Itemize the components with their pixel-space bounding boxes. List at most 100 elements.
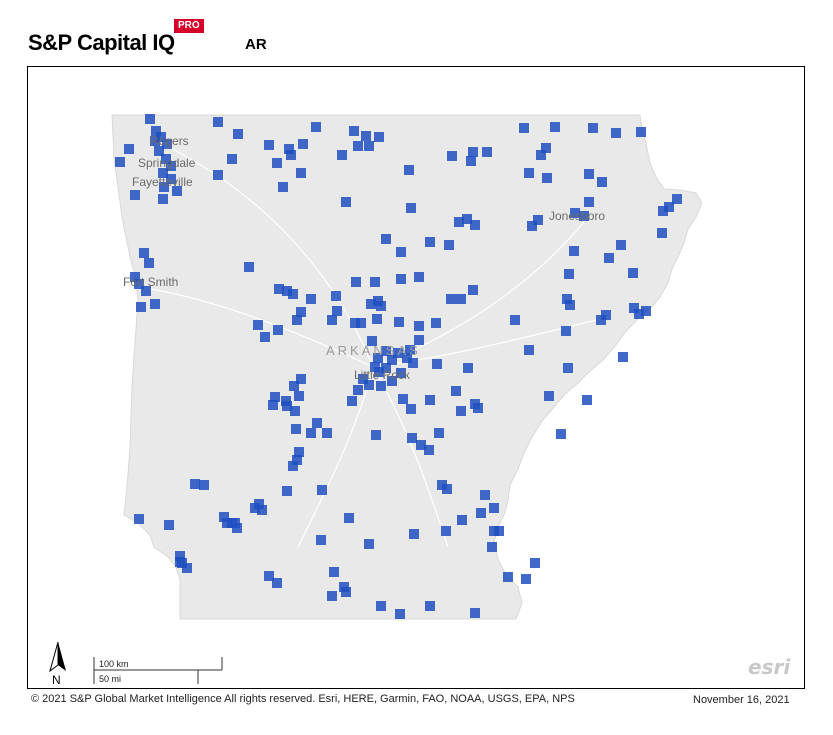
location-marker[interactable]: [432, 359, 442, 369]
location-marker[interactable]: [341, 197, 351, 207]
location-marker[interactable]: [618, 352, 628, 362]
location-marker[interactable]: [387, 355, 397, 365]
location-marker[interactable]: [317, 485, 327, 495]
location-marker[interactable]: [272, 578, 282, 588]
location-marker[interactable]: [409, 529, 419, 539]
location-marker[interactable]: [282, 286, 292, 296]
location-marker[interactable]: [260, 332, 270, 342]
location-marker[interactable]: [408, 358, 418, 368]
location-marker[interactable]: [306, 294, 316, 304]
location-marker[interactable]: [476, 508, 486, 518]
location-marker[interactable]: [161, 154, 171, 164]
location-marker[interactable]: [536, 150, 546, 160]
location-marker[interactable]: [414, 272, 424, 282]
location-marker[interactable]: [141, 286, 151, 296]
location-marker[interactable]: [182, 563, 192, 573]
location-marker[interactable]: [563, 363, 573, 373]
location-marker[interactable]: [584, 169, 594, 179]
location-marker[interactable]: [556, 429, 566, 439]
location-marker[interactable]: [115, 157, 125, 167]
location-marker[interactable]: [387, 376, 397, 386]
location-marker[interactable]: [281, 396, 291, 406]
map-canvas[interactable]: Rogers Springdale Fayetteville Fort Smit…: [28, 67, 805, 689]
location-marker[interactable]: [282, 486, 292, 496]
location-marker[interactable]: [353, 141, 363, 151]
location-marker[interactable]: [213, 170, 223, 180]
location-marker[interactable]: [456, 294, 466, 304]
location-marker[interactable]: [588, 123, 598, 133]
location-marker[interactable]: [636, 127, 646, 137]
location-marker[interactable]: [414, 321, 424, 331]
location-marker[interactable]: [468, 147, 478, 157]
location-marker[interactable]: [634, 309, 644, 319]
location-marker[interactable]: [601, 310, 611, 320]
location-marker[interactable]: [371, 430, 381, 440]
location-marker[interactable]: [463, 363, 473, 373]
location-marker[interactable]: [332, 306, 342, 316]
location-marker[interactable]: [570, 208, 580, 218]
location-marker[interactable]: [268, 400, 278, 410]
location-marker[interactable]: [611, 128, 621, 138]
location-marker[interactable]: [199, 480, 209, 490]
location-marker[interactable]: [294, 391, 304, 401]
location-marker[interactable]: [358, 374, 368, 384]
location-marker[interactable]: [641, 306, 651, 316]
location-marker[interactable]: [372, 314, 382, 324]
location-marker[interactable]: [264, 571, 274, 581]
location-marker[interactable]: [664, 202, 674, 212]
location-marker[interactable]: [480, 490, 490, 500]
location-marker[interactable]: [550, 122, 560, 132]
location-marker[interactable]: [381, 234, 391, 244]
location-marker[interactable]: [159, 182, 169, 192]
location-marker[interactable]: [616, 240, 626, 250]
location-marker[interactable]: [270, 392, 280, 402]
location-marker[interactable]: [404, 165, 414, 175]
location-marker[interactable]: [130, 190, 140, 200]
location-marker[interactable]: [447, 151, 457, 161]
location-marker[interactable]: [597, 177, 607, 187]
location-marker[interactable]: [166, 174, 176, 184]
location-marker[interactable]: [407, 433, 417, 443]
location-marker[interactable]: [395, 609, 405, 619]
location-marker[interactable]: [151, 126, 161, 136]
location-marker[interactable]: [327, 591, 337, 601]
location-marker[interactable]: [253, 320, 263, 330]
location-marker[interactable]: [519, 123, 529, 133]
location-marker[interactable]: [381, 363, 391, 373]
location-marker[interactable]: [273, 325, 283, 335]
location-marker[interactable]: [158, 194, 168, 204]
location-marker[interactable]: [446, 294, 456, 304]
location-marker[interactable]: [393, 348, 403, 358]
location-marker[interactable]: [124, 144, 134, 154]
location-marker[interactable]: [367, 336, 377, 346]
location-marker[interactable]: [351, 277, 361, 287]
location-marker[interactable]: [322, 428, 332, 438]
location-marker[interactable]: [544, 391, 554, 401]
location-marker[interactable]: [139, 248, 149, 258]
location-marker[interactable]: [470, 220, 480, 230]
location-marker[interactable]: [166, 161, 176, 171]
location-marker[interactable]: [394, 317, 404, 327]
location-marker[interactable]: [154, 146, 164, 156]
location-marker[interactable]: [288, 461, 298, 471]
location-marker[interactable]: [134, 279, 144, 289]
location-marker[interactable]: [524, 345, 534, 355]
location-marker[interactable]: [144, 258, 154, 268]
location-marker[interactable]: [175, 557, 185, 567]
location-marker[interactable]: [233, 129, 243, 139]
location-marker[interactable]: [396, 274, 406, 284]
location-marker[interactable]: [473, 403, 483, 413]
location-marker[interactable]: [316, 535, 326, 545]
location-marker[interactable]: [288, 289, 298, 299]
location-marker[interactable]: [296, 374, 306, 384]
location-marker[interactable]: [564, 269, 574, 279]
location-marker[interactable]: [150, 136, 160, 146]
location-marker[interactable]: [250, 503, 260, 513]
location-marker[interactable]: [406, 203, 416, 213]
location-marker[interactable]: [672, 194, 682, 204]
location-marker[interactable]: [565, 300, 575, 310]
location-marker[interactable]: [451, 386, 461, 396]
location-marker[interactable]: [406, 404, 416, 414]
location-marker[interactable]: [291, 424, 301, 434]
location-marker[interactable]: [136, 302, 146, 312]
